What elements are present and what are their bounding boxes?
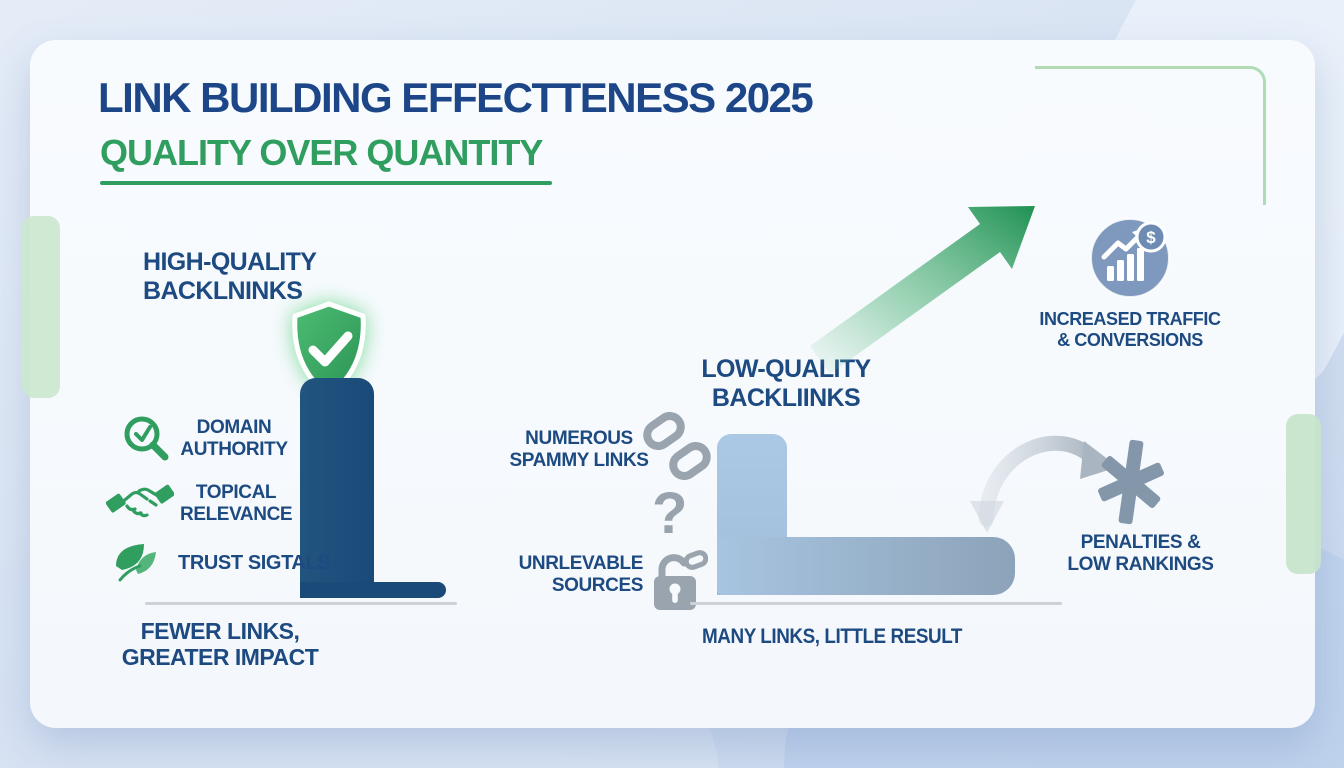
factor-topical-relevance: TOPICAL RELEVANCE — [180, 482, 293, 525]
page-subtitle: QUALITY OVER QUANTITY — [100, 132, 543, 173]
page-title: LINK BUILDING EFFECTTENESS 2025 — [98, 74, 814, 121]
main-card — [30, 40, 1315, 728]
magnifier-check-icon — [124, 416, 169, 461]
low-quality-caption: MANY LINKS, LITTLE RESULT — [702, 625, 963, 648]
high-quality-caption: FEWER LINKS, GREATER IMPACT — [121, 618, 319, 671]
high-quality-bar — [300, 378, 374, 598]
green-pill-left — [22, 216, 60, 398]
green-up-arrow-icon — [810, 206, 1035, 374]
positive-outcome-label: INCREASED TRAFFIC & CONVERSIONS — [1039, 309, 1221, 350]
handshake-icon — [106, 484, 174, 518]
factor-spammy-links: NUMEROUS SPAMMY LINKS — [509, 428, 649, 471]
high-quality-bar-foot — [300, 582, 446, 598]
padlock-icon — [654, 550, 708, 610]
growth-chart-dollar-icon: $ — [1090, 218, 1170, 298]
broken-chain-icon — [643, 412, 711, 481]
question-mark-icon: ? — [652, 481, 688, 546]
leaf-icon — [116, 544, 156, 582]
dollar-symbol: $ — [1146, 228, 1156, 247]
left-baseline — [145, 602, 457, 605]
green-pill-right — [1286, 414, 1321, 574]
factor-domain-authority: DOMAIN AUTHORITY — [180, 417, 288, 460]
subtitle-underline — [100, 181, 552, 185]
right-baseline — [690, 602, 1062, 605]
factor-unreliable-sources: UNRLEVABLE SOURCES — [518, 553, 644, 596]
factor-trust-signals: TRUST SIGTALS — [178, 552, 331, 574]
negative-outcome-label: PENALTIES & LOW RANKINGS — [1067, 532, 1214, 575]
green-corner-accent — [1035, 66, 1266, 205]
penalty-asterisk-icon — [1098, 439, 1164, 525]
low-quality-bar-foot — [717, 537, 1015, 595]
high-quality-heading: HIGH-QUALITY BACKLNINKS — [143, 248, 317, 305]
